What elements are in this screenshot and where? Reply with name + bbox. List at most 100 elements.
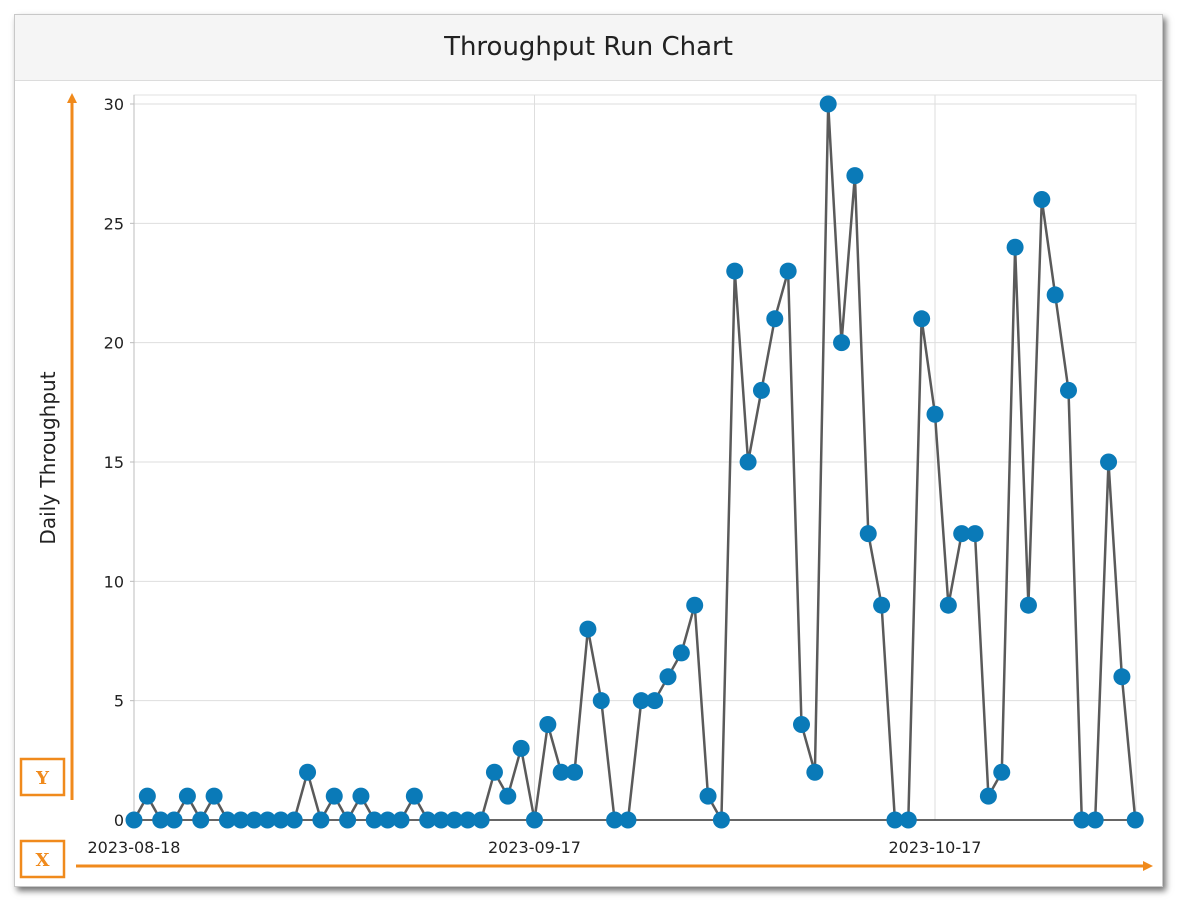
- data-point: [1100, 453, 1118, 471]
- data-point: [405, 787, 423, 805]
- y-tick-label: 15: [104, 453, 124, 472]
- axis-labels: 0 5 10 15 20 25 30 2023-08-18 2023-09-17 2023-10-…: [36, 95, 981, 857]
- data-point: [606, 811, 624, 829]
- data-point: [552, 763, 570, 781]
- data-point: [672, 644, 690, 662]
- x-tick-label: 2023-10-17: [889, 838, 982, 857]
- x-marker-label: X: [36, 850, 50, 871]
- data-point: [312, 811, 330, 829]
- data-point: [686, 596, 704, 614]
- data-point: [806, 763, 824, 781]
- data-point: [526, 811, 543, 829]
- data-point: [445, 811, 463, 829]
- data-point: [392, 811, 410, 829]
- data-point: [899, 811, 917, 829]
- data-point: [339, 811, 357, 829]
- data-point: [192, 811, 210, 829]
- y-tick-label: 25: [104, 214, 124, 233]
- data-point: [485, 763, 503, 781]
- data-point: [846, 167, 864, 185]
- data-point: [579, 620, 597, 638]
- data-point: [419, 811, 437, 829]
- data-point: [739, 453, 757, 471]
- data-point: [953, 525, 971, 543]
- data-point: [472, 811, 490, 829]
- y-tick-label: 10: [104, 572, 124, 591]
- data-point: [646, 692, 664, 710]
- data-point: [779, 262, 797, 280]
- data-point: [1060, 381, 1077, 399]
- data-point: [138, 787, 156, 805]
- data-point: [939, 596, 957, 614]
- data-point: [125, 811, 143, 829]
- data-point: [659, 668, 677, 686]
- y-tick-label: 0: [114, 811, 124, 830]
- y-tick-label: 30: [104, 95, 124, 114]
- data-point: [1126, 811, 1144, 829]
- chart-frame: Throughput Run Chart: [14, 14, 1163, 887]
- data-point: [712, 811, 730, 829]
- data-point: [352, 787, 370, 805]
- data-point: [859, 525, 877, 543]
- data-point: [592, 692, 610, 710]
- y-marker-box: [19, 757, 66, 797]
- data-point: [926, 405, 944, 423]
- data-point: [1086, 811, 1104, 829]
- data-point: [819, 95, 837, 113]
- data-point: [699, 787, 717, 805]
- data-point: [1019, 596, 1037, 614]
- data-point: [1046, 286, 1064, 304]
- plot-area-border: [133, 94, 1137, 821]
- data-point: [325, 787, 343, 805]
- data-point: [632, 692, 650, 710]
- data-point: [379, 811, 397, 829]
- data-point: [793, 716, 810, 734]
- data-point: [1113, 668, 1131, 686]
- data-point: [993, 763, 1011, 781]
- chart-header: Throughput Run Chart: [15, 15, 1162, 81]
- data-point: [1073, 811, 1091, 829]
- y-tick-label: 5: [114, 692, 124, 711]
- data-point: [365, 811, 383, 829]
- data-point: [539, 716, 557, 734]
- data-point: [178, 787, 196, 805]
- x-marker-box: [19, 839, 66, 879]
- data-point: [285, 811, 303, 829]
- data-point: [913, 310, 931, 328]
- data-point: [752, 381, 770, 399]
- data-point: [259, 811, 276, 829]
- data-point: [512, 739, 530, 757]
- data-point: [979, 787, 997, 805]
- data-point: [232, 811, 250, 829]
- data-point: [245, 811, 263, 829]
- data-points: [125, 95, 1144, 829]
- data-point: [272, 811, 290, 829]
- data-point: [432, 811, 450, 829]
- data-point: [619, 811, 637, 829]
- data-point: [459, 811, 477, 829]
- data-point: [152, 811, 170, 829]
- data-point: [766, 310, 784, 328]
- data-point: [205, 787, 223, 805]
- x-tick-label: 2023-08-18: [88, 838, 181, 857]
- data-point: [165, 811, 183, 829]
- annotations: YX: [19, 93, 1153, 879]
- data-point: [1006, 238, 1024, 256]
- chart-title: Throughput Run Chart: [444, 32, 733, 62]
- data-point: [726, 262, 744, 280]
- data-point: [873, 596, 891, 614]
- data-point: [566, 763, 584, 781]
- data-point: [299, 763, 317, 781]
- y-axis-title: Daily Throughput: [36, 371, 60, 544]
- y-tick-label: 20: [104, 334, 124, 353]
- data-point: [833, 334, 851, 352]
- grid-lines: [133, 94, 1137, 821]
- data-point: [499, 787, 517, 805]
- data-point: [886, 811, 904, 829]
- y-marker-label: Y: [35, 768, 50, 789]
- data-point: [1033, 190, 1051, 208]
- data-point: [966, 525, 984, 543]
- x-tick-label: 2023-09-17: [488, 838, 581, 857]
- data-point: [218, 811, 236, 829]
